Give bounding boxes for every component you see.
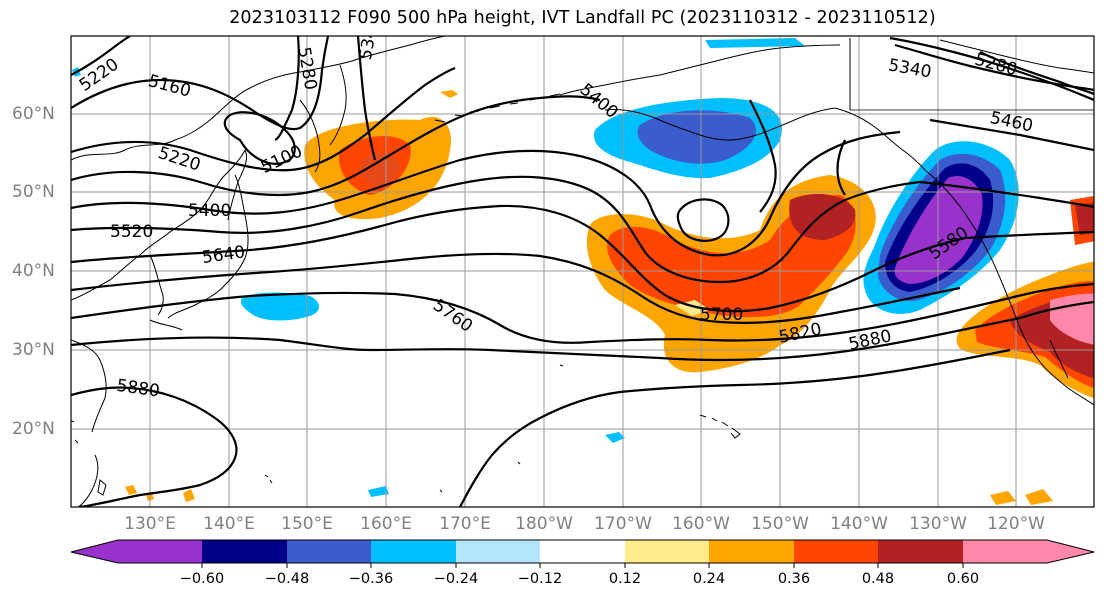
map-title: 2023103112 F090 500 hPa height, IVT Land… xyxy=(229,8,936,28)
lat-label: 30°N xyxy=(12,340,55,360)
colorbar xyxy=(70,539,1095,568)
lon-label: 160°E xyxy=(360,514,412,534)
colorbar-tick-label: −0.36 xyxy=(348,571,394,587)
lon-label: 130°W xyxy=(909,514,967,534)
colorbar-segment xyxy=(202,540,287,563)
lon-label: 140°W xyxy=(830,514,888,534)
map-gridlines xyxy=(71,36,1094,507)
map-frame xyxy=(70,35,1095,508)
colorbar-tick-label: 0.12 xyxy=(608,571,642,587)
colorbar-outline xyxy=(70,539,1095,564)
colorbar-extend-left xyxy=(71,540,118,563)
lat-label: 60°N xyxy=(12,104,55,124)
lon-label: 150°E xyxy=(281,514,333,534)
colorbar-segment xyxy=(794,540,878,563)
ivt-positive-anomaly-southwest xyxy=(956,196,1094,505)
lat-label: 50°N xyxy=(12,182,55,202)
colorbar-segment xyxy=(625,540,709,563)
colorbar-tick-label: 0.60 xyxy=(946,571,980,587)
colorbar-segment xyxy=(709,540,794,563)
colorbar-segment xyxy=(371,540,456,563)
coastlines xyxy=(71,36,1094,507)
colorbar-segment xyxy=(456,540,540,563)
colorbar-tick-label: 0.36 xyxy=(777,571,811,587)
lon-label: 130°E xyxy=(124,514,176,534)
lon-label: 150°W xyxy=(751,514,809,534)
colorbar-extend-right xyxy=(1047,540,1094,563)
contour-label: 5700 xyxy=(700,305,743,325)
ivt-positive-anomaly-small xyxy=(125,485,195,502)
colorbar-tick-label: −0.48 xyxy=(264,571,310,587)
lon-label: 170°E xyxy=(439,514,491,534)
lat-label: 40°N xyxy=(12,261,55,281)
colorbar-tick-label: 0.48 xyxy=(861,571,895,587)
colorbar-segment xyxy=(287,540,371,563)
colorbar-segment xyxy=(878,540,963,563)
lon-label: 170°W xyxy=(594,514,652,534)
colorbar-segment xyxy=(963,540,1047,563)
colorbar-tick-label: 0.24 xyxy=(692,571,726,587)
lon-label: 180°W xyxy=(515,514,573,534)
colorbar-segment xyxy=(540,540,625,563)
lon-label: 140°E xyxy=(203,514,255,534)
colorbar-tick-label: −0.24 xyxy=(433,571,479,587)
contour-label: 5520 xyxy=(110,222,153,242)
colorbar-segment xyxy=(118,540,202,563)
lon-label: 120°W xyxy=(987,514,1045,534)
height-contours xyxy=(71,36,1094,507)
lon-label: 160°W xyxy=(672,514,730,534)
contour-label: 5400 xyxy=(188,201,231,221)
colorbar-tick-label: −0.60 xyxy=(179,571,225,587)
ivt-positive-anomaly-west xyxy=(304,90,458,220)
lat-label: 20°N xyxy=(12,419,55,439)
colorbar-tick-label: −0.12 xyxy=(517,571,563,587)
